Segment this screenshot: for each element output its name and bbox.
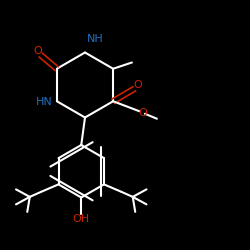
Text: OH: OH — [73, 214, 90, 224]
Text: O: O — [138, 108, 147, 118]
Text: O: O — [133, 80, 142, 90]
Text: O: O — [33, 46, 42, 56]
Text: NH: NH — [87, 34, 104, 44]
Text: HN: HN — [36, 98, 53, 108]
